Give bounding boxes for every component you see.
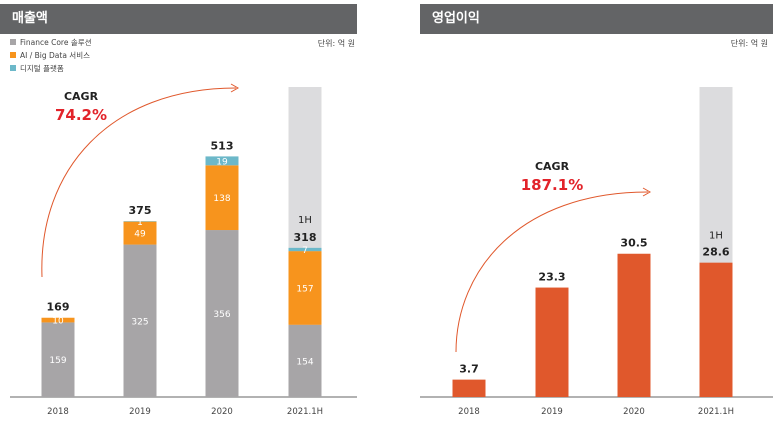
- legend-swatch-finance-core: [10, 39, 16, 45]
- revenue-bar-segment: [41, 322, 75, 397]
- profit-title: 영업이익: [432, 11, 480, 26]
- revenue-segment-label: 10: [52, 317, 64, 327]
- revenue-segment-label: 138: [213, 194, 230, 204]
- profit-category-label: 2021.1H: [698, 407, 734, 417]
- revenue-category-label: 2021.1H: [287, 407, 323, 417]
- revenue-bar-segment: [205, 230, 239, 397]
- profit-value-label: 3.7: [459, 363, 479, 376]
- revenue-bar-segment: [205, 156, 239, 166]
- revenue-legend: Finance Core 솔루션 AI / Big Data 서비스 디지털 플…: [10, 37, 92, 73]
- revenue-bar-segment: [205, 165, 239, 231]
- profit-cagr-label: CAGR: [535, 160, 570, 173]
- revenue-category-label: 2019: [129, 407, 151, 417]
- revenue-cagr-label: CAGR: [64, 90, 99, 103]
- revenue-cagr-arrowhead: [230, 83, 240, 93]
- profit-unit-label: 단위: 억 원: [731, 38, 768, 48]
- legend-label-digital-platform: 디지털 플랫폼: [20, 63, 64, 73]
- revenue-total-label: 169: [47, 301, 70, 314]
- profit-value-label: 30.5: [620, 237, 647, 250]
- profit-cagr-value: 187.1%: [521, 176, 583, 194]
- revenue-category-label: 2018: [47, 407, 69, 417]
- profit-header-bar: [420, 4, 773, 34]
- revenue-total-label: 318: [294, 231, 317, 244]
- revenue-segment-label: 159: [49, 356, 66, 366]
- revenue-segment-label: 157: [296, 284, 313, 294]
- profit-category-label: 2019: [541, 407, 563, 417]
- revenue-bar-segment: [41, 317, 75, 323]
- revenue-segment-label: 1: [137, 218, 143, 228]
- revenue-total-label: 375: [129, 204, 152, 217]
- revenue-bar-segment: [288, 324, 322, 397]
- legend-label-finance-core: Finance Core 솔루션: [20, 37, 92, 47]
- profit-bars: 3.7 2018 23.3 2019 30.5 2020 28.6 1H 2021.1H: [420, 87, 773, 417]
- revenue-bar-segment: [123, 244, 157, 397]
- legend-label-ai-bigdata: AI / Big Data 서비스: [20, 51, 90, 60]
- revenue-category-label: 2020: [211, 407, 233, 417]
- revenue-cagr-arc: [41, 87, 237, 278]
- revenue-period-label: 1H: [298, 215, 312, 226]
- revenue-cagr-value: 74.2%: [55, 106, 107, 124]
- revenue-bar-segment: [288, 251, 322, 325]
- profit-category-label: 2020: [623, 407, 645, 417]
- profit-bar: [699, 262, 733, 397]
- profit-value-label: 23.3: [538, 271, 565, 284]
- profit-period-label: 1H: [709, 231, 723, 242]
- legend-swatch-digital-platform: [10, 65, 16, 71]
- revenue-total-label: 513: [211, 139, 234, 152]
- profit-bar: [617, 253, 651, 397]
- profit-value-label: 28.6: [702, 246, 729, 259]
- profit-category-label: 2018: [458, 407, 480, 417]
- revenue-segment-label: 356: [213, 310, 230, 320]
- revenue-segment-label: 154: [296, 357, 313, 367]
- revenue-unit-label: 단위: 억 원: [318, 38, 355, 48]
- revenue-bar-segment: [123, 221, 157, 245]
- profit-cagr-arc: [455, 191, 649, 353]
- legend-swatch-ai-bigdata: [10, 52, 16, 58]
- profit-cagr-arrowhead: [642, 187, 652, 197]
- profit-bar: [535, 287, 569, 397]
- revenue-segment-label: 325: [131, 317, 148, 327]
- revenue-bar-segment: [288, 247, 322, 252]
- revenue-segment-label: 49: [134, 230, 146, 240]
- profit-bar: [452, 379, 486, 397]
- revenue-segment-label: 7: [302, 246, 308, 256]
- revenue-header-bar: [0, 4, 357, 34]
- revenue-title: 매출액: [12, 11, 48, 26]
- revenue-segment-label: 19: [216, 157, 228, 167]
